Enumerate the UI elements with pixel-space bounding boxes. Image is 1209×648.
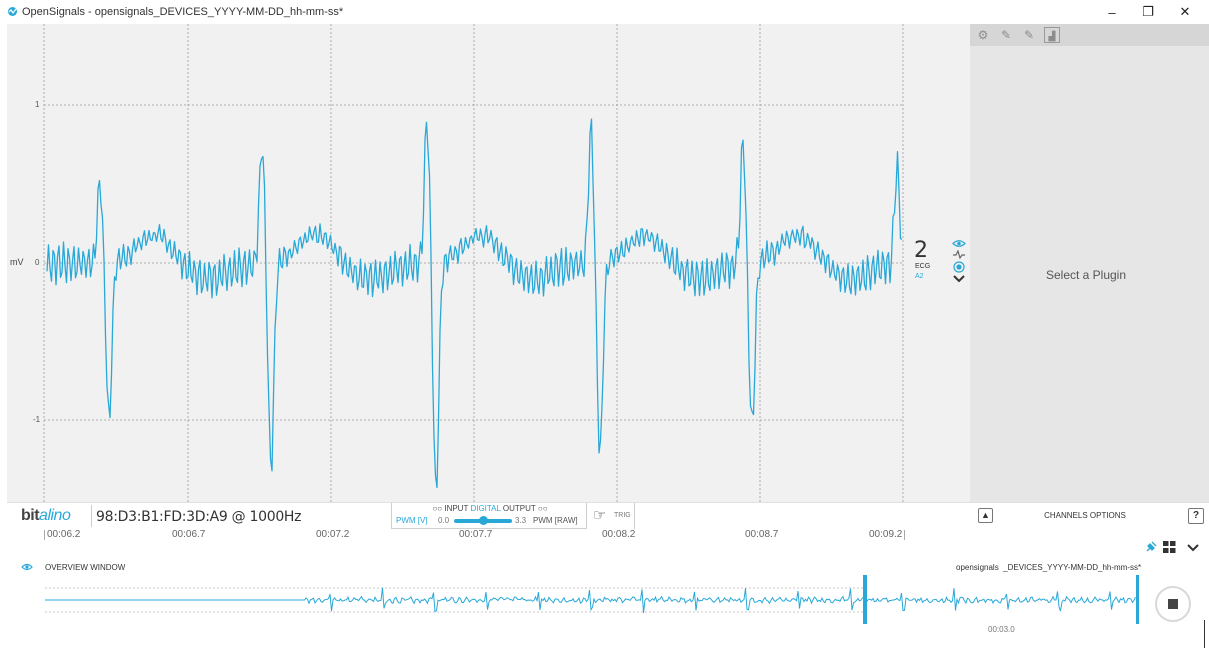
digital-input-toggles[interactable]: ○○	[432, 504, 443, 513]
overview-window-time: 00:03.0	[988, 625, 1015, 634]
channel-type: ECG	[915, 263, 931, 270]
time-axis: 00:06.2 00:06.7 00:07.2 00:07.7 00:08.2 …	[0, 528, 1209, 542]
trigger-button[interactable]: ☞ TRIG	[587, 503, 635, 529]
y-tick-label: 0	[35, 258, 40, 267]
pwm-volt-label: PWM [V]	[396, 516, 428, 525]
app-logo-icon	[8, 7, 17, 16]
overview-header: OVERVIEW WINDOW opensignals _DEVICES_YYY…	[0, 542, 1209, 572]
record-controls	[1141, 562, 1209, 648]
overview-label: OVERVIEW WINDOW	[45, 563, 126, 572]
device-bar: bitalino 98:D3:B1:FD:3D:A9 @ 1000Hz ○○ I…	[7, 502, 970, 529]
window-title: OpenSignals - opensignals_DEVICES_YYYY-M…	[22, 6, 344, 18]
time-tick-label: 00:06.7	[172, 529, 206, 540]
overview-trace	[45, 587, 1136, 613]
eye-icon[interactable]	[21, 563, 33, 571]
bitalino-logo: bitalino	[21, 507, 71, 524]
io-input-label: INPUT	[444, 504, 469, 513]
time-tick-label: 00:08.7	[745, 529, 779, 540]
overview-file-name: opensignals _DEVICES_YYYY-MM-DD_hh-mm-ss…	[956, 563, 1142, 572]
chart-icon[interactable]: ▟	[1044, 27, 1060, 43]
plug-icon[interactable]	[1144, 540, 1158, 554]
gear-icon[interactable]: ⚙	[977, 28, 989, 42]
pwm-max: 3.3	[515, 516, 527, 525]
plugin-panel: ⚙ ✎ ✎ ▟ Select a Plugin	[970, 24, 1209, 502]
chevron-down-icon[interactable]	[1186, 543, 1200, 552]
signal-plot[interactable]: mV 1 0 -1 2 ECG A2	[7, 24, 970, 502]
time-tick-label: 00:08.2	[602, 529, 636, 540]
grid-layout-icon[interactable]	[1163, 541, 1176, 553]
help-button[interactable]: ?	[1188, 508, 1204, 524]
time-tick-label: 00:07.7	[459, 529, 493, 540]
stop-button[interactable]	[1155, 586, 1191, 622]
overview-handle-right[interactable]	[1136, 575, 1139, 624]
ecg-chart	[43, 24, 904, 502]
chevron-up-icon[interactable]: ▲	[978, 508, 993, 523]
io-output-label: OUTPUT	[502, 504, 536, 513]
plug-icon[interactable]: ✎	[1000, 28, 1012, 42]
y-unit-label: mV	[10, 257, 24, 267]
overview-window[interactable]: 00:03.0	[0, 560, 1140, 648]
io-panel: ○○ INPUT DIGITAL OUTPUT ○○ PWM [V] 0.0 3…	[391, 503, 587, 529]
overview-chart	[45, 575, 1139, 624]
time-tick-label: 00:07.2	[316, 529, 350, 540]
device-info: 98:D3:B1:FD:3D:A9 @ 1000Hz	[91, 505, 391, 527]
pwm-raw-label: PWM [RAW]	[533, 516, 578, 525]
channel-port: A2	[915, 273, 924, 280]
close-button[interactable]: ✕	[1179, 4, 1191, 19]
y-tick-label: 1	[35, 100, 40, 109]
y-tick-label: -1	[33, 415, 41, 424]
eye-icon[interactable]	[952, 239, 966, 248]
plug-icon[interactable]: ✎	[1023, 28, 1035, 42]
channel-number: 2	[914, 238, 928, 263]
trigger-label: TRIG	[614, 512, 631, 519]
title-bar: OpenSignals - opensignals_DEVICES_YYYY-M…	[0, 0, 1209, 24]
device-mac-rate: 98:D3:B1:FD:3D:A9 @ 1000Hz	[96, 509, 302, 525]
minimize-button[interactable]: –	[1108, 4, 1116, 20]
hand-pointer-icon: ☞	[593, 507, 607, 524]
waveform-icon[interactable]	[952, 250, 966, 259]
time-tick-label: 00:06.2	[47, 529, 81, 540]
ecg-trace	[46, 118, 903, 489]
record-target-icon[interactable]	[952, 261, 966, 273]
channels-options-label[interactable]: CHANNELS OPTIONS	[1044, 511, 1126, 520]
digital-output-toggles[interactable]: ○○	[537, 504, 548, 513]
stop-icon	[1168, 599, 1178, 609]
pwm-slider-handle[interactable]	[478, 516, 488, 525]
plugin-placeholder: Select a Plugin	[1045, 268, 1127, 282]
restore-button[interactable]: ❐	[1142, 4, 1154, 19]
pwm-min: 0.0	[438, 516, 450, 525]
time-tick-label: 00:09.2	[869, 529, 903, 540]
chevron-down-icon[interactable]	[952, 274, 966, 283]
io-digital-label: DIGITAL	[470, 504, 501, 513]
plugin-toolbar: ⚙ ✎ ✎ ▟	[970, 24, 1209, 46]
channels-options-bar: ▲ CHANNELS OPTIONS ?	[970, 502, 1209, 528]
